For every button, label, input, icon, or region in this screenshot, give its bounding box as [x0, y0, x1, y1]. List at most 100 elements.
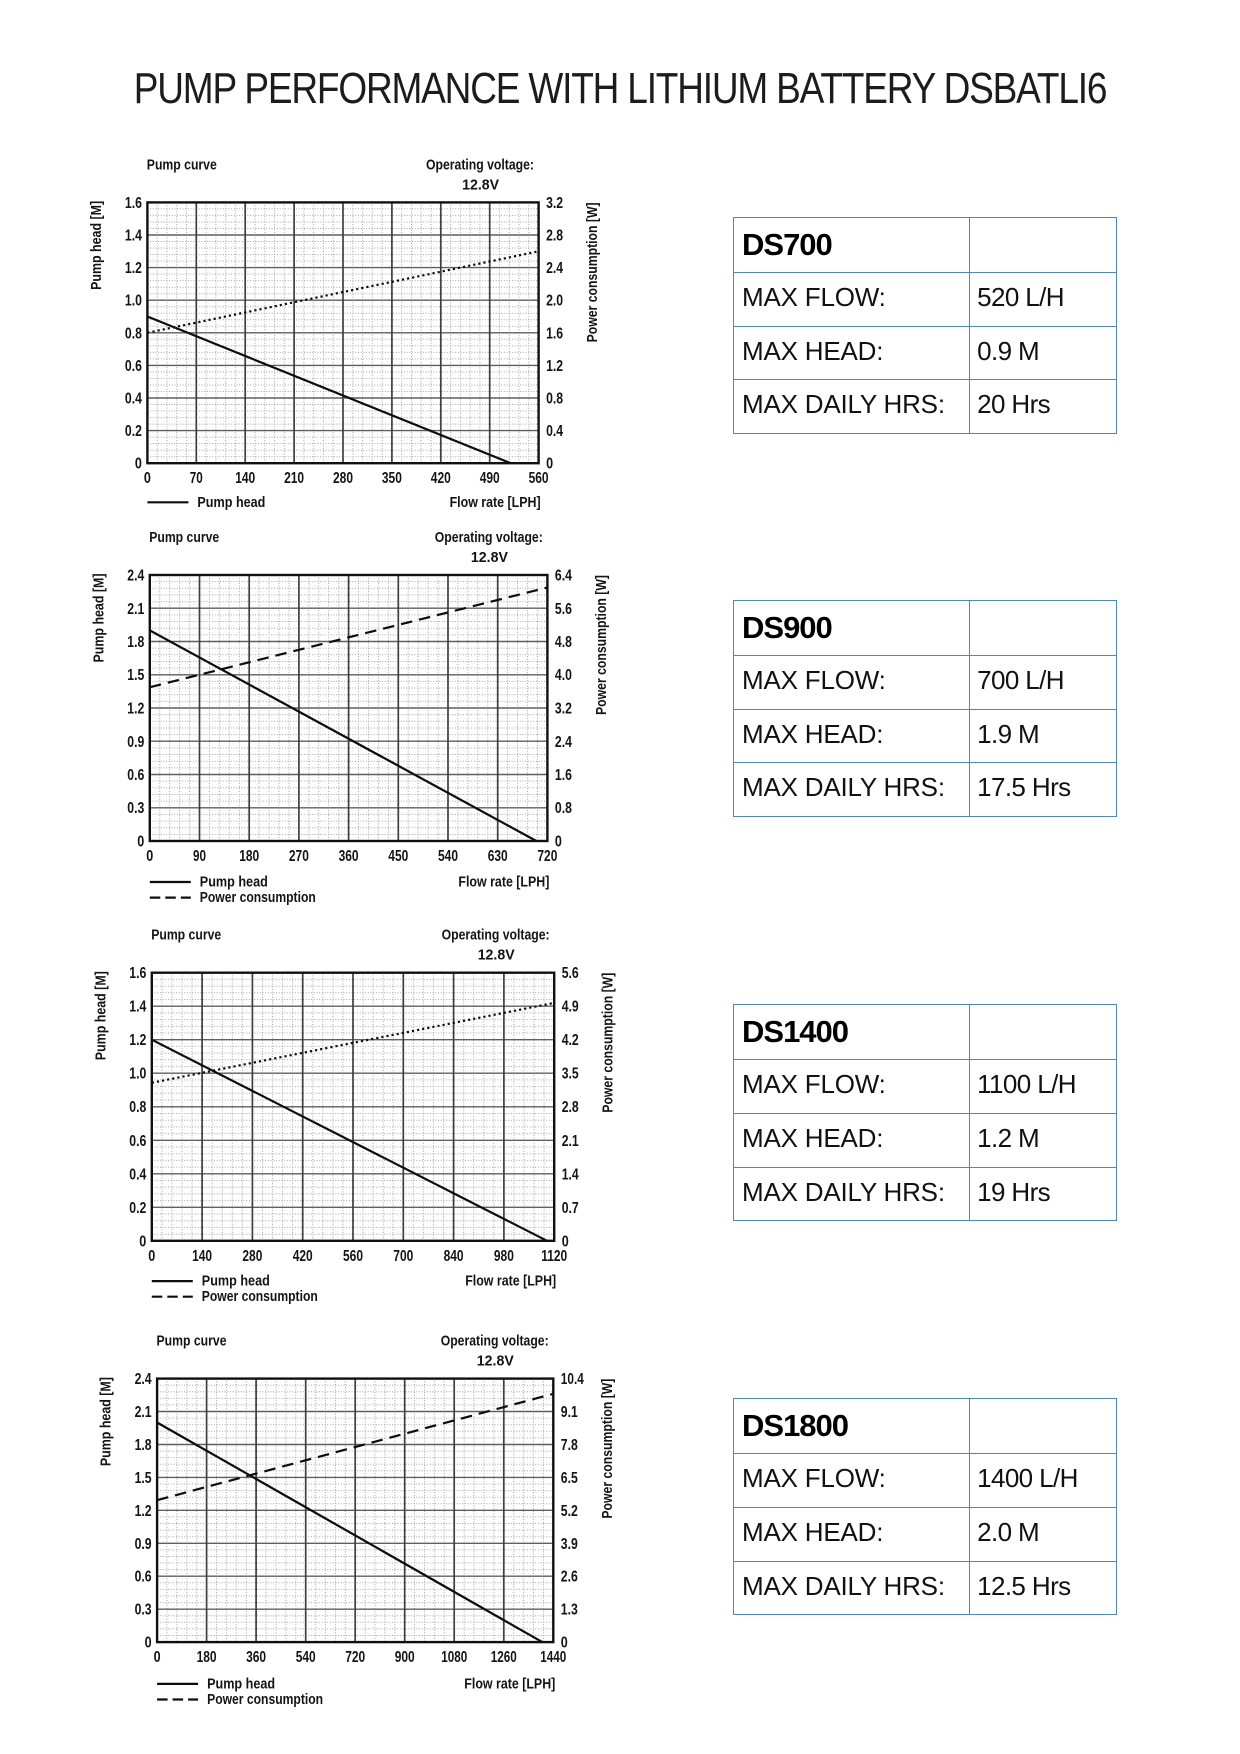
svg-text:0.8: 0.8: [546, 391, 563, 408]
svg-text:1.2: 1.2: [125, 260, 142, 277]
svg-text:0.6: 0.6: [127, 767, 144, 784]
svg-text:1.2: 1.2: [129, 1032, 146, 1049]
svg-text:0.4: 0.4: [125, 391, 142, 408]
svg-text:270: 270: [289, 848, 309, 865]
svg-text:560: 560: [529, 470, 549, 487]
svg-text:9.1: 9.1: [561, 1404, 578, 1421]
svg-text:0.3: 0.3: [135, 1602, 152, 1619]
svg-text:Pump head: Pump head: [197, 494, 265, 511]
svg-text:0.2: 0.2: [125, 423, 142, 440]
svg-text:1.2: 1.2: [135, 1503, 152, 1520]
svg-text:900: 900: [395, 1649, 415, 1666]
svg-text:Power consumption: Power consumption: [202, 1288, 318, 1305]
svg-text:0.2: 0.2: [129, 1200, 146, 1217]
svg-text:Pump head [M]: Pump head [M]: [98, 1377, 115, 1466]
svg-text:Pump curve: Pump curve: [151, 927, 221, 944]
svg-text:Operating voltage:: Operating voltage:: [441, 1333, 549, 1350]
svg-text:1.2: 1.2: [546, 358, 563, 375]
svg-text:420: 420: [431, 470, 451, 487]
svg-text:12.8V: 12.8V: [462, 176, 499, 193]
svg-text:Power consumption: Power consumption: [200, 889, 316, 906]
svg-text:720: 720: [537, 848, 557, 865]
svg-text:450: 450: [388, 848, 408, 865]
svg-text:0.9: 0.9: [127, 734, 144, 751]
svg-text:3.5: 3.5: [562, 1066, 579, 1083]
svg-text:7.8: 7.8: [561, 1437, 578, 1454]
svg-text:Power consumption [W]: Power consumption [W]: [599, 1379, 616, 1519]
svg-text:2.4: 2.4: [135, 1371, 152, 1388]
svg-text:1.3: 1.3: [561, 1602, 578, 1619]
svg-text:2.6: 2.6: [561, 1569, 578, 1586]
svg-text:630: 630: [488, 848, 508, 865]
svg-text:Flow rate [LPH]: Flow rate [LPH]: [458, 874, 549, 891]
svg-text:Pump head: Pump head: [200, 874, 268, 891]
svg-text:540: 540: [296, 1649, 316, 1666]
svg-text:4.8: 4.8: [555, 634, 572, 651]
svg-text:0: 0: [546, 456, 553, 473]
svg-text:Power consumption [W]: Power consumption [W]: [593, 575, 610, 715]
svg-text:420: 420: [293, 1248, 313, 1265]
svg-text:70: 70: [190, 470, 203, 487]
svg-text:Power consumption [W]: Power consumption [W]: [584, 202, 601, 342]
svg-text:5.6: 5.6: [562, 965, 579, 982]
svg-text:2.1: 2.1: [562, 1133, 579, 1150]
svg-text:210: 210: [284, 470, 304, 487]
svg-text:980: 980: [494, 1248, 514, 1265]
svg-text:0: 0: [139, 1233, 146, 1250]
svg-text:1.8: 1.8: [127, 634, 144, 651]
svg-text:2.0: 2.0: [546, 293, 563, 310]
svg-text:Pump curve: Pump curve: [149, 529, 219, 546]
svg-text:12.8V: 12.8V: [477, 1353, 514, 1370]
svg-text:720: 720: [345, 1649, 365, 1666]
svg-text:Operating voltage:: Operating voltage:: [442, 927, 550, 944]
svg-text:2.4: 2.4: [127, 568, 144, 585]
svg-text:0: 0: [154, 1649, 161, 1666]
svg-text:0: 0: [555, 834, 562, 851]
svg-text:490: 490: [480, 470, 500, 487]
svg-text:180: 180: [239, 848, 259, 865]
svg-text:540: 540: [438, 848, 458, 865]
svg-text:0.6: 0.6: [125, 358, 142, 375]
svg-text:1120: 1120: [541, 1248, 567, 1265]
svg-text:1.0: 1.0: [125, 293, 142, 310]
svg-text:0.8: 0.8: [125, 325, 142, 342]
svg-text:5.2: 5.2: [561, 1503, 578, 1520]
svg-text:5.6: 5.6: [555, 601, 572, 618]
svg-text:12.8V: 12.8V: [471, 549, 508, 566]
svg-text:12.8V: 12.8V: [478, 947, 515, 964]
svg-text:280: 280: [242, 1248, 262, 1265]
svg-text:Flow rate [LPH]: Flow rate [LPH]: [464, 1675, 555, 1692]
svg-text:2.1: 2.1: [127, 601, 144, 618]
svg-text:0.6: 0.6: [129, 1133, 146, 1150]
svg-text:Pump curve: Pump curve: [157, 1333, 227, 1350]
svg-text:Operating voltage:: Operating voltage:: [426, 156, 534, 173]
svg-text:4.2: 4.2: [562, 1032, 579, 1049]
svg-text:Flow rate [LPH]: Flow rate [LPH]: [465, 1273, 556, 1290]
svg-text:1440: 1440: [540, 1649, 566, 1666]
svg-text:0.4: 0.4: [546, 423, 563, 440]
svg-text:1.6: 1.6: [546, 325, 563, 342]
svg-text:2.8: 2.8: [562, 1099, 579, 1116]
svg-text:180: 180: [197, 1649, 217, 1666]
svg-text:4.9: 4.9: [562, 999, 579, 1016]
svg-text:0.3: 0.3: [127, 800, 144, 817]
svg-text:0.6: 0.6: [135, 1569, 152, 1586]
svg-text:140: 140: [235, 470, 255, 487]
svg-text:10.4: 10.4: [561, 1371, 584, 1388]
svg-text:1.4: 1.4: [562, 1166, 579, 1183]
svg-text:350: 350: [382, 470, 402, 487]
svg-text:1260: 1260: [491, 1649, 517, 1666]
svg-text:280: 280: [333, 470, 353, 487]
svg-text:0.8: 0.8: [129, 1099, 146, 1116]
svg-text:1.6: 1.6: [125, 195, 142, 212]
svg-text:2.4: 2.4: [555, 734, 572, 751]
svg-text:1080: 1080: [441, 1649, 467, 1666]
svg-text:0: 0: [144, 470, 151, 487]
svg-text:1.4: 1.4: [129, 999, 146, 1016]
svg-text:Flow rate [LPH]: Flow rate [LPH]: [450, 494, 541, 511]
svg-text:2.1: 2.1: [135, 1404, 152, 1421]
svg-text:0: 0: [561, 1635, 568, 1652]
svg-text:360: 360: [339, 848, 359, 865]
svg-text:Pump head [M]: Pump head [M]: [92, 971, 109, 1060]
svg-text:Pump head: Pump head: [207, 1675, 275, 1692]
